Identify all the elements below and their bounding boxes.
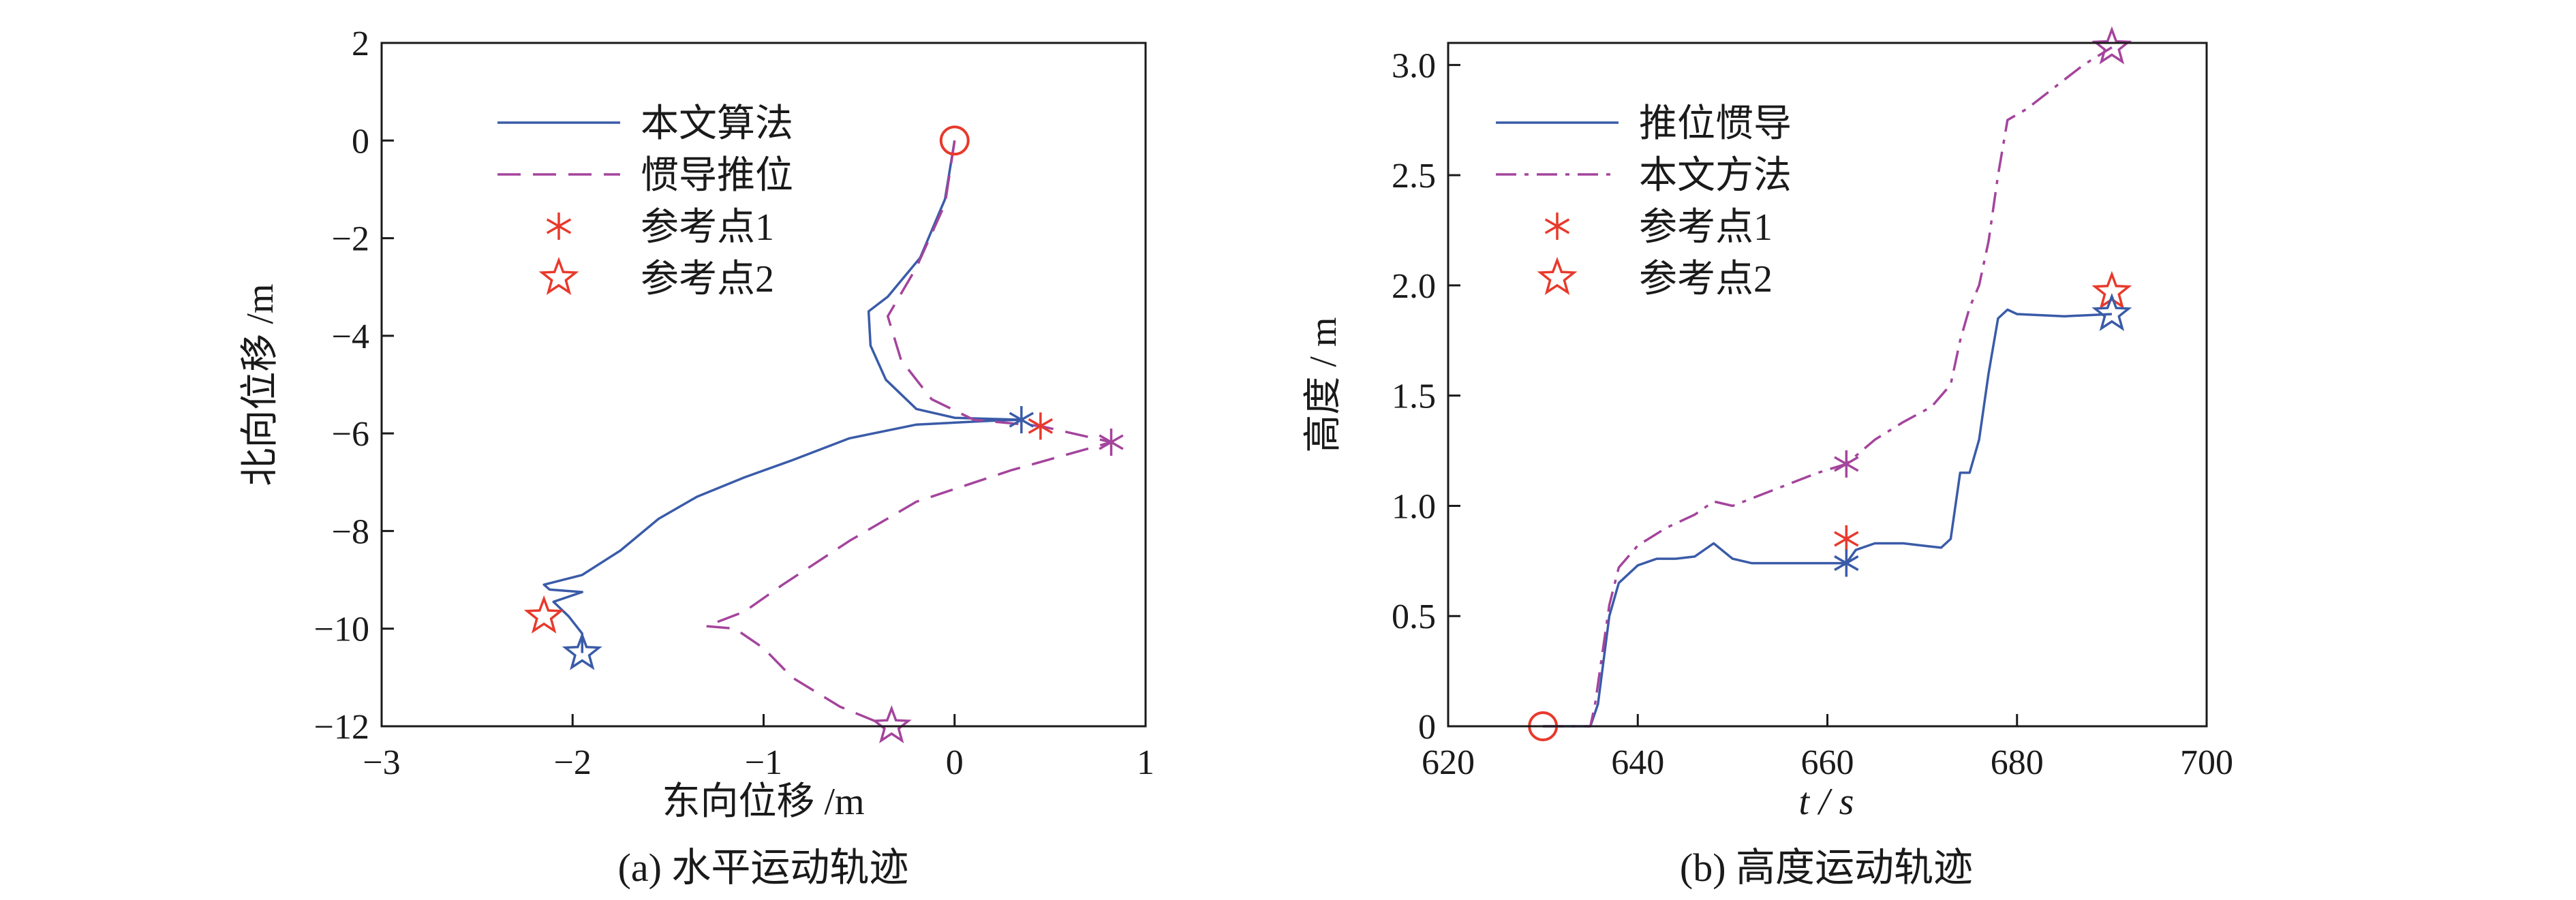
star-marker-7	[871, 705, 912, 744]
legend-label: 参考点2	[1639, 258, 1773, 300]
x-tick-label: −1	[745, 743, 782, 782]
x-axis-label-a: 东向位移 /m	[662, 781, 864, 823]
plot-area-b	[1543, 46, 2113, 728]
caption-b: (b) 高度运动轨迹	[1680, 845, 1973, 890]
legend-label: 本文方法	[1639, 155, 1792, 197]
star-marker-6	[562, 632, 602, 670]
y-tick-label: −2	[332, 220, 369, 259]
legend-entry-4: 参考点2	[538, 256, 774, 300]
x-tick-label: −3	[363, 743, 400, 782]
legend-label: 本文算法	[641, 103, 793, 145]
y-ticks-b: 0 0.5 1.0 1.5 2.0 2.5 3.0	[1392, 46, 1460, 747]
y-tick-label: 1.0	[1392, 487, 1436, 526]
x-tick-label: 660	[1801, 743, 1854, 782]
series-line-1	[542, 140, 1023, 653]
legend-label: 参考点1	[1639, 206, 1773, 249]
star-marker-5	[523, 595, 564, 634]
y-tick-label: 2	[352, 25, 369, 63]
y-tick-label: 3.0	[1392, 46, 1436, 85]
legend-label: 惯导推位	[641, 155, 793, 197]
y-tick-label: 0	[352, 122, 369, 161]
chart-horizontal-trajectory: −3 −2 −1 0 1 20−2−4−6−8−10−12 东向位移 /m 北向位移 /…	[239, 25, 1154, 890]
x-tick-label: 680	[1991, 743, 2044, 782]
asterisk-marker-4	[1834, 549, 1859, 577]
legend-swatch	[1544, 213, 1570, 240]
legend-entry-1: 本文算法	[497, 103, 793, 145]
plot-area-a	[542, 140, 1113, 728]
series-line-2	[1543, 46, 2113, 728]
y-tick-label: −4	[332, 317, 369, 356]
marker-layer-a	[523, 125, 1124, 744]
circle-marker-1	[939, 125, 970, 156]
y-tick-label: 1.5	[1392, 377, 1436, 416]
legend-label: 参考点2	[641, 258, 774, 300]
star-marker-5	[2091, 26, 2132, 65]
legend-label: 参考点1	[641, 206, 774, 249]
x-ticks-b: 620 640 660 680 700	[1422, 714, 2233, 782]
x-tick-label: 620	[1422, 743, 1475, 782]
legend-swatch	[1537, 256, 1578, 296]
x-tick-label: 1	[1137, 743, 1154, 782]
x-ticks-a: −3 −2 −1 0 1	[363, 714, 1154, 782]
legend-swatch	[546, 213, 572, 240]
y-tick-label: 0.5	[1392, 598, 1436, 636]
chart-height-trajectory: 620 640 660 680 700 0 0.5 1.0 1.5 2.0 2.5 3.0 t / …	[1302, 26, 2233, 890]
x-tick-label: 0	[946, 743, 964, 782]
y-axis-label-b: 高度 / m	[1302, 317, 1345, 452]
asterisk-marker-4	[1099, 429, 1124, 456]
star-marker-7	[2091, 293, 2132, 332]
legend-entry-2: 惯导推位	[497, 155, 793, 197]
y-tick-label: 2.0	[1392, 267, 1436, 306]
caption-a: (a) 水平运动轨迹	[618, 845, 909, 890]
asterisk-marker-2	[1834, 450, 1859, 478]
marker-layer-b	[1528, 26, 2132, 741]
legend-entry-4: 参考点2	[1537, 256, 1773, 300]
y-axis-label-a: 北向位移 /m	[239, 283, 281, 486]
y-tick-label: 2.5	[1392, 157, 1436, 196]
axes-frame-b	[1447, 42, 2208, 728]
y-tick-label: −6	[332, 415, 369, 454]
legend-entry-2: 本文方法	[1496, 155, 1792, 197]
x-tick-label: 700	[2180, 743, 2233, 782]
legend-entry-3: 参考点1	[546, 206, 774, 249]
legend-label: 推位惯导	[1639, 103, 1792, 145]
y-tick-label: −8	[332, 512, 369, 551]
y-ticks-a: 2 0 −2 −4 −6 −8 −10 −12	[314, 25, 394, 747]
x-axis-label-b: t / s	[1799, 781, 1854, 823]
y-tick-label: −10	[314, 610, 369, 649]
axes-frame-a	[380, 42, 1147, 728]
y-tick-label: −12	[314, 708, 369, 747]
x-tick-label: 640	[1611, 743, 1664, 782]
star-marker-6	[2091, 270, 2132, 309]
asterisk-marker-2	[1009, 406, 1034, 434]
legend-entry-1: 推位惯导	[1496, 103, 1792, 145]
x-tick-label: −2	[554, 743, 592, 782]
legend-swatch	[538, 256, 579, 296]
legend-entry-3: 参考点1	[1544, 206, 1773, 249]
y-tick-label: 0	[1418, 708, 1436, 747]
asterisk-marker-3	[1028, 412, 1054, 440]
series-line-1	[1543, 308, 2112, 728]
asterisk-marker-3	[1834, 525, 1859, 553]
series-line-2	[705, 140, 1113, 728]
